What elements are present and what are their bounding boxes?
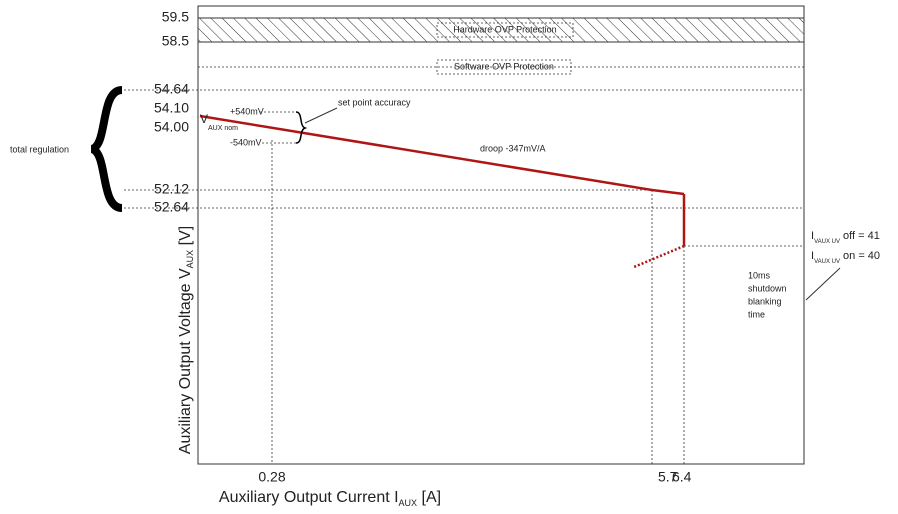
- accuracy-brace: [295, 111, 308, 144]
- v-nom-main: V: [200, 112, 208, 126]
- plot-frame: [197, 5, 805, 465]
- x-axis-unit: [A]: [417, 489, 441, 506]
- label-box: [436, 59, 572, 75]
- blanking-line: shutdown: [748, 283, 787, 293]
- callout-line: [304, 107, 338, 124]
- y-tick-label: 54.10: [154, 100, 189, 116]
- x-axis-label: Auxiliary Output Current IAUX [A]: [219, 489, 441, 508]
- v-nom-sub: AUX nom: [208, 125, 238, 132]
- droop-label: droop -347mV/A: [480, 143, 546, 153]
- x-ticks: 0.28 5.76.4: [258, 469, 691, 485]
- hardware-ovp-band: [197, 17, 805, 43]
- label-box: [436, 22, 574, 38]
- blanking-note: 10ms shutdown blanking time: [748, 270, 787, 319]
- x-tick-label: 0.28: [258, 469, 285, 485]
- y-ticks: 59.5 58.5 54.64 54.10 54.00 52.12 52.64: [154, 9, 189, 215]
- total-regulation-label: total regulation: [10, 144, 69, 154]
- v-nom-label: VAUX nom: [200, 112, 238, 132]
- set-point-label: set point accuracy: [338, 97, 411, 107]
- callout-line: [805, 267, 841, 301]
- blanking-line: 10ms: [748, 270, 771, 280]
- uv-on-main: I: [811, 250, 814, 262]
- total-regulation-brace: [89, 86, 123, 212]
- y-tick-label: 52.64: [154, 199, 189, 215]
- uv-tail: [633, 244, 685, 269]
- hardware-ovp-label: Hardware OVP Protection: [453, 24, 556, 34]
- y-axis-main: Auxiliary Output Voltage V: [177, 268, 194, 454]
- y-tick-label: 54.64: [154, 81, 189, 97]
- x-axis-main: Auxiliary Output Current I: [219, 489, 399, 506]
- y-tick-label: 52.12: [154, 181, 189, 197]
- software-ovp-label: Software OVP Protection: [454, 61, 554, 71]
- x-axis-sub: AUX: [399, 498, 418, 508]
- uv-on-label: IVAUX UV on = 40: [811, 250, 880, 265]
- uv-off-main: I: [811, 230, 814, 242]
- uv-off-label: IVAUX UV off = 41: [811, 230, 880, 245]
- y-axis-label: Auxiliary Output Voltage VAUX [V]: [177, 226, 195, 454]
- blanking-line: time: [748, 309, 765, 319]
- y-axis-unit: [V]: [177, 226, 194, 250]
- regulation-curve: [199, 114, 685, 196]
- x-tick-label: 6.4: [672, 469, 692, 485]
- minus-tolerance: -540mV: [230, 137, 262, 147]
- y-tick-label: 58.5: [162, 33, 189, 49]
- uv-off-rest: off = 41: [840, 230, 880, 242]
- uv-on-sub: VAUX UV: [814, 259, 840, 265]
- y-tick-label: 54.00: [154, 119, 189, 135]
- y-tick-label: 59.5: [162, 9, 189, 25]
- plus-tolerance: +540mV: [230, 106, 264, 116]
- uv-on-rest: on = 40: [840, 250, 880, 262]
- y-axis-sub: AUX: [185, 250, 195, 269]
- blanking-line: blanking: [748, 296, 782, 306]
- x-tick-label: 5.7: [658, 469, 678, 485]
- uv-off-sub: VAUX UV: [814, 239, 840, 245]
